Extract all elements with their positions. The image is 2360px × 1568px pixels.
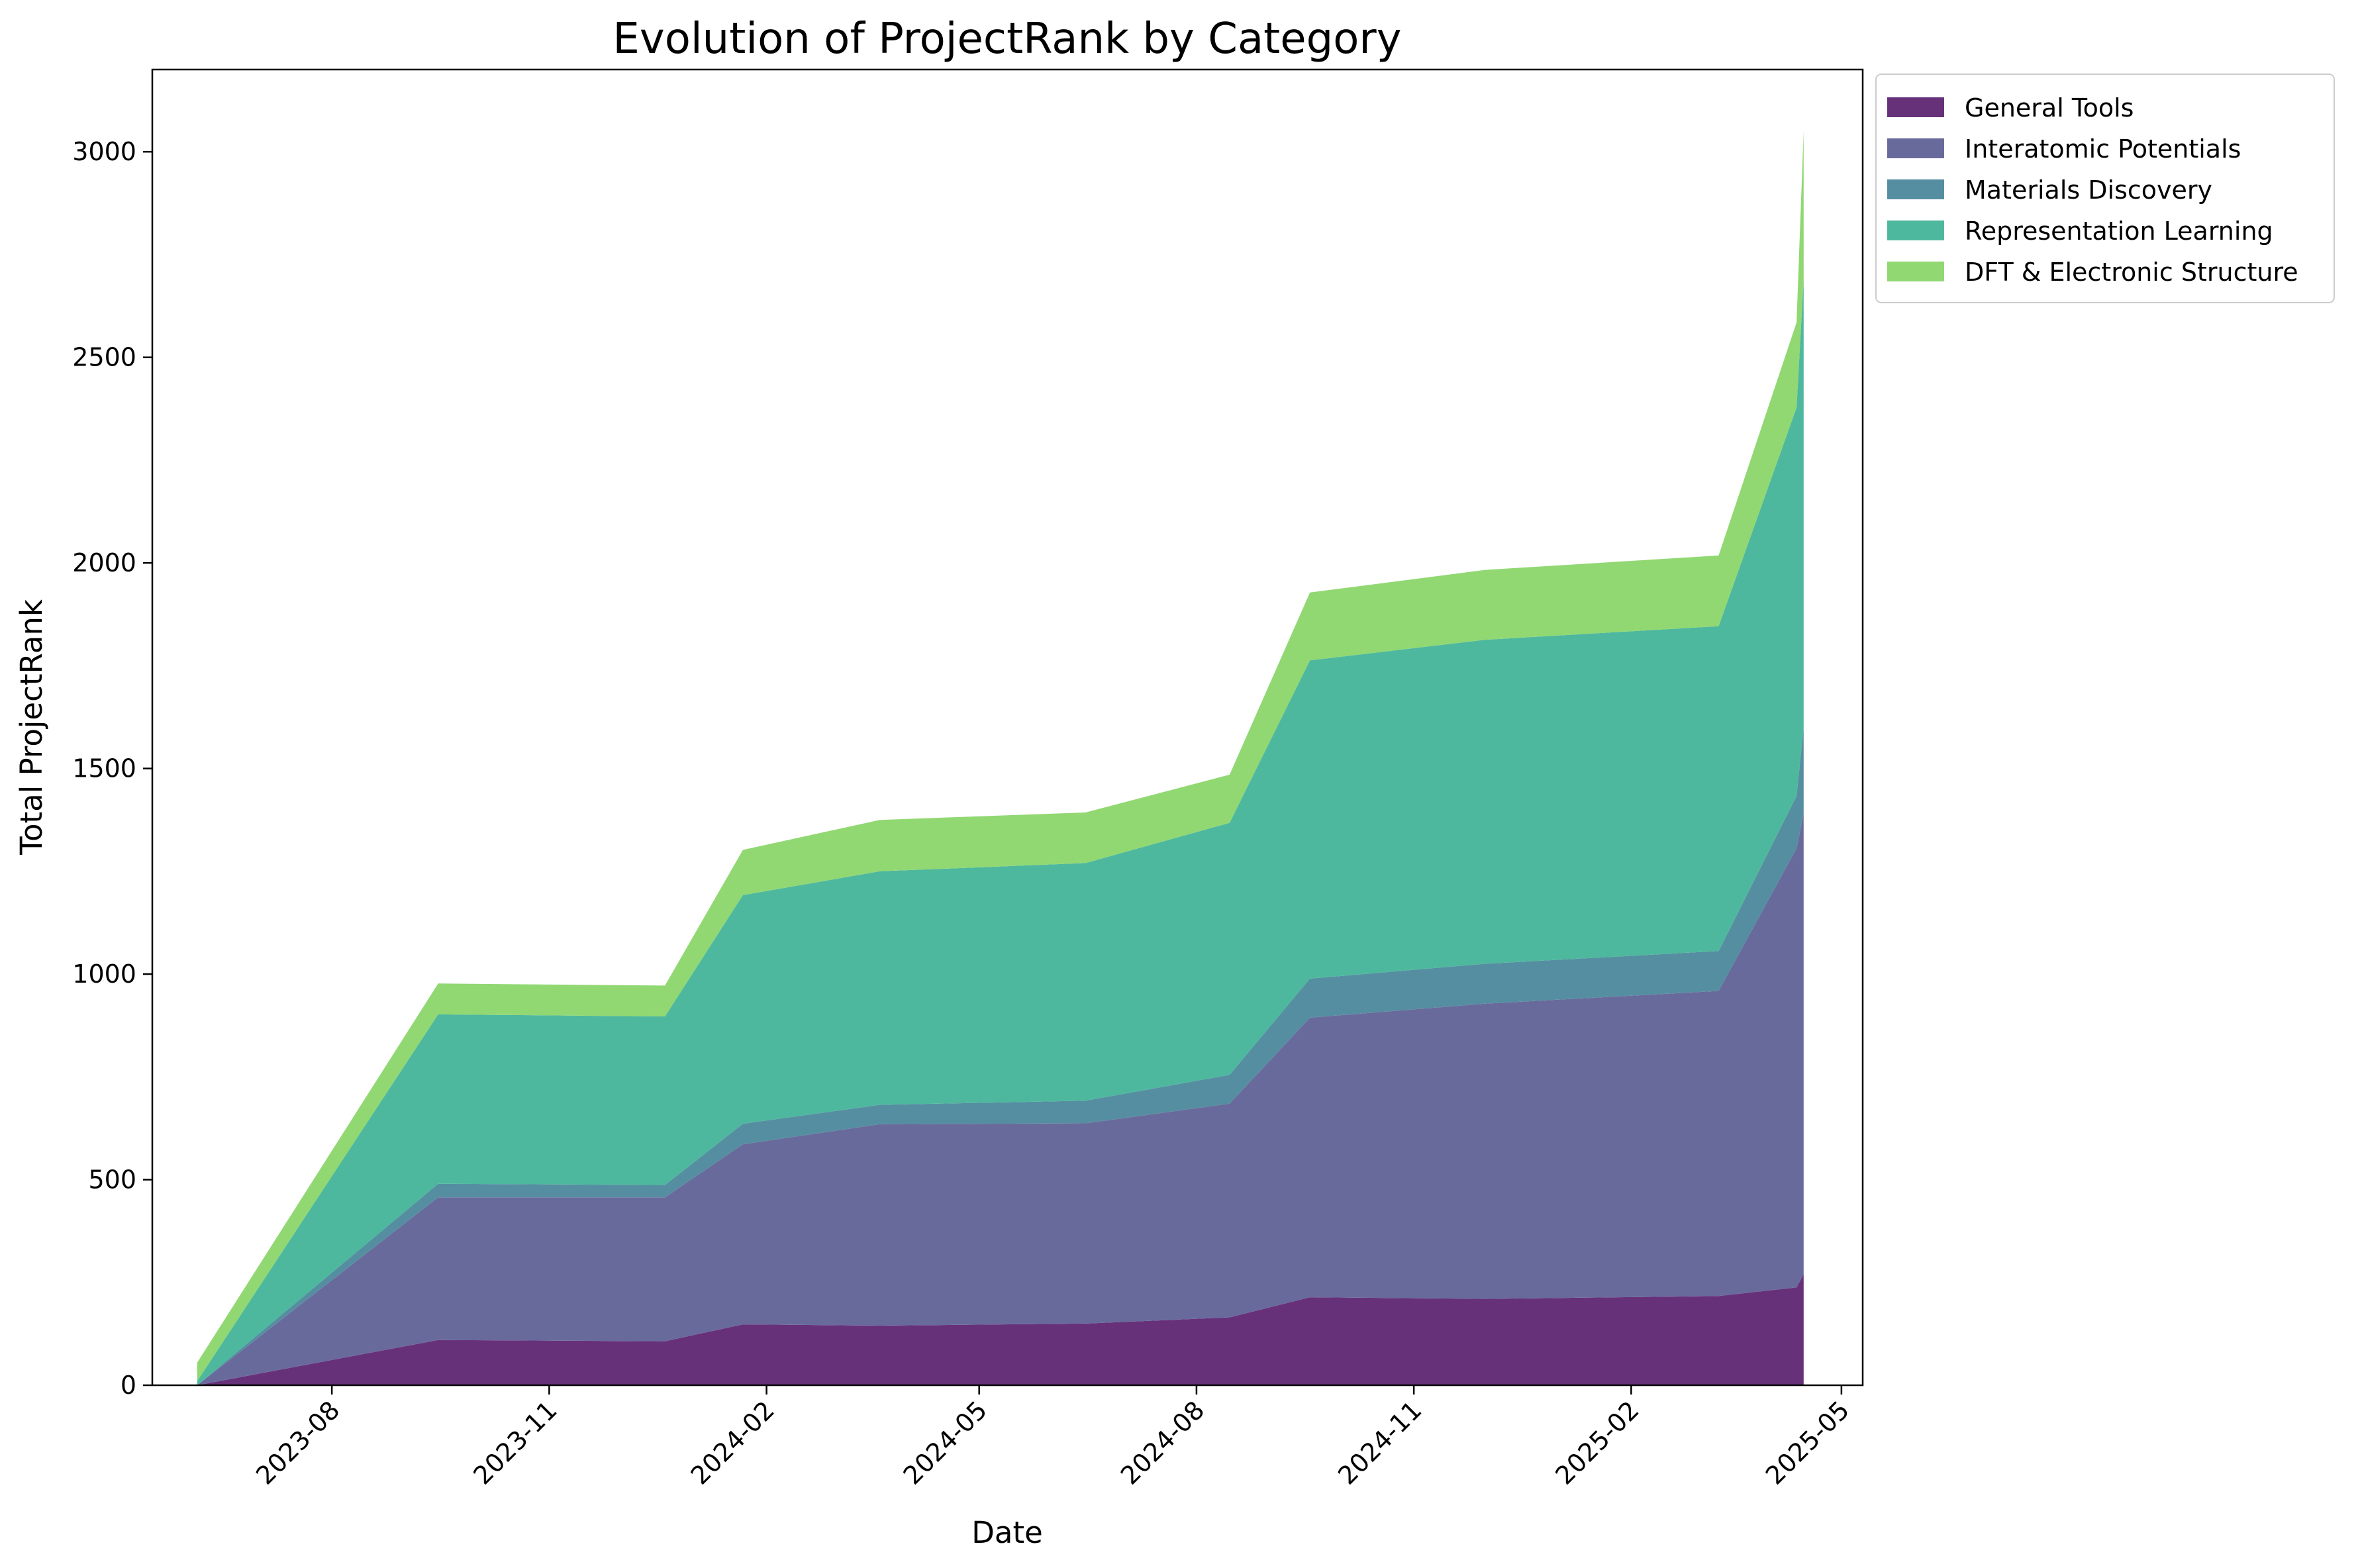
- x-tick-label: 2023-08: [250, 1395, 345, 1490]
- y-tick-label: 2500: [72, 343, 136, 372]
- legend-label: Interatomic Potentials: [1965, 134, 2241, 164]
- x-tick-label: 2024-02: [685, 1395, 780, 1490]
- area-series-1: [197, 813, 1804, 1385]
- x-tick-label: 2025-02: [1549, 1395, 1644, 1490]
- y-axis-title: Total ProjectRank: [14, 599, 49, 856]
- area-series-0: [197, 1274, 1804, 1385]
- y-tick-label: 1000: [72, 959, 136, 989]
- legend-swatch: [1887, 138, 1944, 158]
- y-tick-label: 0: [121, 1371, 136, 1400]
- legend: General Tools Interatomic Potentials Mater…: [1875, 74, 2335, 303]
- legend-swatch: [1887, 179, 1944, 199]
- area-series-3: [197, 279, 1804, 1386]
- area-layers: [197, 131, 1804, 1386]
- legend-swatch: [1887, 220, 1944, 240]
- plot-frame: [151, 68, 1864, 1387]
- x-axis: 2023-08 2023-11 2024-02 2024-05 2024-08 2024-…: [250, 1385, 1855, 1491]
- chart-title: Evolution of ProjectRank by Category: [613, 15, 1401, 64]
- legend-swatch: [1887, 97, 1944, 117]
- y-axis: 0 500 1000 1500 2000 2500 3000: [72, 137, 152, 1400]
- y-tick-label: 3000: [72, 137, 136, 166]
- x-tick-label: 2023-11: [467, 1395, 562, 1490]
- legend-frame: [1875, 74, 2335, 303]
- legend-label: Representation Learning: [1965, 217, 2273, 246]
- legend-label: DFT & Electronic Structure: [1965, 258, 2298, 287]
- x-tick-label: 2024-11: [1332, 1395, 1427, 1490]
- x-tick-label: 2024-05: [898, 1395, 993, 1490]
- legend-swatch: [1887, 262, 1944, 281]
- legend-label: Materials Discovery: [1965, 175, 2212, 205]
- y-tick-label: 1500: [72, 754, 136, 783]
- x-tick-label: 2025-05: [1760, 1395, 1855, 1490]
- legend-label: General Tools: [1965, 93, 2134, 122]
- y-tick-label: 500: [88, 1165, 136, 1195]
- x-axis-title: Date: [971, 1515, 1043, 1550]
- x-tick-label: 2024-08: [1115, 1395, 1210, 1490]
- y-tick-label: 2000: [72, 548, 136, 577]
